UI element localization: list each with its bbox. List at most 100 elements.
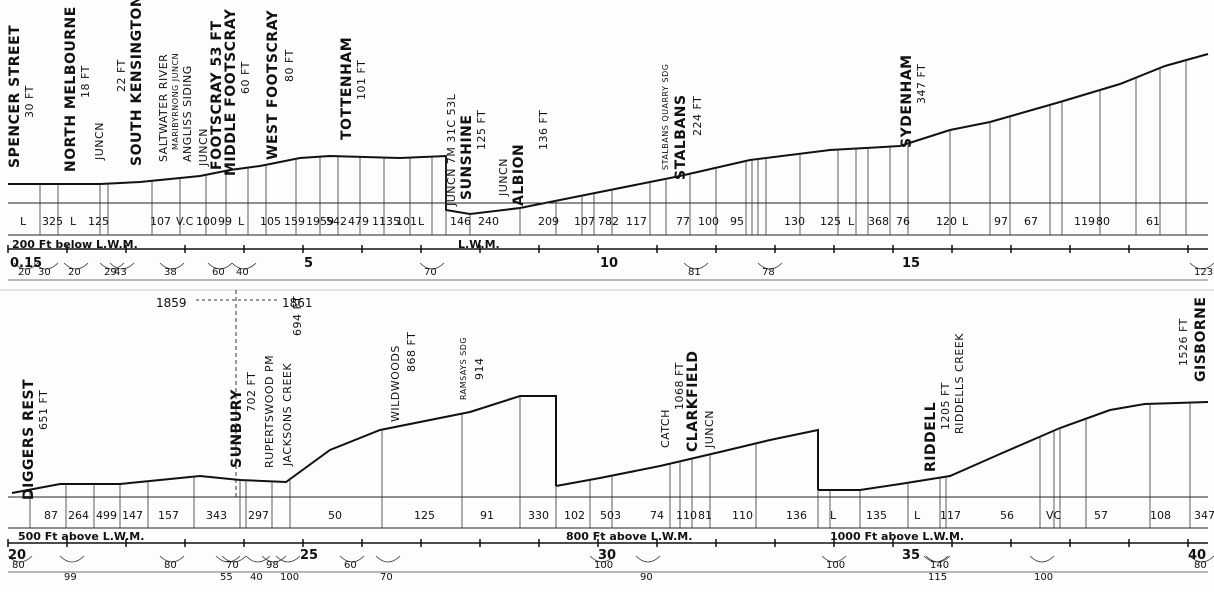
bottom-profile-line [818, 401, 1209, 491]
bottom-curve-arc [1029, 555, 1055, 563]
datum-800: 800 Ft above L.W.M. [566, 530, 693, 543]
mile-20: 20 [8, 548, 27, 563]
top-curve-label: 38 [164, 267, 177, 278]
top-gradient-label: 130 [784, 215, 805, 228]
top-gradient-label: 76 [896, 215, 910, 228]
top-gradient-label: 77 [676, 215, 690, 228]
elev-south-kensington: 22 FT [115, 59, 128, 92]
bottom-curve-label: 55 [220, 572, 233, 583]
elev-ramsays: 914 [473, 357, 486, 381]
top-gradient-label: 107 [150, 215, 171, 228]
bottom-gradient-label: 110 [676, 509, 697, 522]
bottom-gradient-label: 503 [600, 509, 621, 522]
bottom-curve-arc [375, 555, 401, 563]
bottom-curve-arc [589, 555, 615, 563]
station-riddell: RIDDELL [923, 401, 939, 472]
bottom-gradient-label: 347 [1194, 509, 1214, 522]
top-curve-arc [109, 262, 135, 270]
elev-spencer-street: 30 FT [23, 85, 36, 118]
bottom-curve-label: 80 [12, 560, 25, 571]
top-gradient-label: 100 [698, 215, 719, 228]
top-curve-arc [757, 262, 783, 270]
station-tottenham: TOTTENHAM [339, 36, 355, 140]
label-stalbans-quarry: STALBANS QUARRY SDG [661, 63, 670, 170]
label-junction-3: JUNCN [497, 158, 510, 196]
bottom-curve-arc [1189, 555, 1214, 563]
top-curve-arc [99, 262, 125, 270]
top-gradient-label: L [20, 215, 27, 228]
bottom-gradient-label: 135 [866, 509, 887, 522]
bottom-gradient-label: 264 [68, 509, 89, 522]
top-curve-label: 20 [68, 267, 81, 278]
label-junction-2: JUNCN [197, 128, 210, 166]
top-curve-arc [231, 262, 257, 270]
top-gradient-label: 479 [348, 215, 369, 228]
elev-albion: 136 FT [537, 109, 550, 150]
station-diggers-rest: DIGGERS REST [21, 378, 37, 500]
top-gradient-label: 105 [260, 215, 281, 228]
bottom-gradient-label: 102 [564, 509, 585, 522]
bottom-curve-arc [221, 555, 247, 563]
station-clarkfield: CLARKFIELD [685, 350, 701, 452]
bottom-gradient-label: 87 [44, 509, 58, 522]
bottom-curve-arc [159, 555, 185, 563]
mile-10: 10 [600, 256, 619, 271]
station-wildwoods: WILDWOODS [389, 345, 402, 422]
top-gradient-label: 368 [868, 215, 889, 228]
top-curve-label: 78 [762, 267, 775, 278]
bottom-gradient-label: L [830, 509, 837, 522]
bottom-curve-label: 115 [928, 572, 947, 583]
bottom-curve-label: 100 [594, 560, 613, 571]
elev-catch: 1068 FT [673, 362, 686, 410]
bottom-curve-label: 70 [380, 572, 393, 583]
label-catch: CATCH [659, 409, 672, 448]
bottom-curve-label: 100 [826, 560, 845, 571]
bottom-gradient-label: 110 [732, 509, 753, 522]
bottom-curve-arc [261, 555, 287, 563]
elev-riddell: 1205 FT [939, 382, 952, 430]
top-gradient-label: 80 [1096, 215, 1110, 228]
top-gradient-label: L [238, 215, 245, 228]
bottom-gradient-label: 91 [480, 509, 494, 522]
bottom-gradient-label: 50 [328, 509, 342, 522]
top-gradient-label: 117 [626, 215, 647, 228]
elev-tottenham: 101 FT [355, 59, 368, 100]
label-ramsays-siding: RAMSAYS SDG [459, 336, 468, 400]
top-curve-label: 60 [212, 267, 225, 278]
datum-top: 200 Ft below L.W.M. [12, 238, 138, 251]
bottom-curve-label: 99 [64, 572, 77, 583]
label-maribyrnong-junction: MARIBYRNONG JUNCN [171, 52, 180, 150]
bottom-profile-line [555, 428, 819, 490]
label-angliss-siding: ANGLISS SIDING [181, 65, 194, 162]
station-stalbans: STALBANS [673, 94, 689, 180]
bottom-curve-arc [821, 555, 847, 563]
bottom-curve-label: 100 [280, 572, 299, 583]
top-gradient-label: V.C [176, 215, 194, 228]
bottom-gradient-label: 108 [1150, 509, 1171, 522]
top-gradient-label: 159 [284, 215, 305, 228]
year-1859: 1859 [156, 296, 187, 310]
top-curve-arc [207, 262, 233, 270]
top-curve-label: 70 [424, 267, 437, 278]
label-junction-1: JUNCN [93, 122, 106, 160]
station-north-melbourne: NORTH MELBOURNE [63, 6, 79, 172]
bottom-curve-label: 80 [164, 560, 177, 571]
top-curve-arc [159, 262, 185, 270]
elev-stalbans: 224 FT [691, 95, 704, 136]
elev-sunshine: 125 FT [475, 109, 488, 150]
top-gradient-label: 107 [574, 215, 595, 228]
station-sunshine: SUNSHINE [459, 114, 475, 200]
bottom-gradient-label: 330 [528, 509, 549, 522]
top-gradient-label: 101 [396, 215, 417, 228]
label-jacksons-creek: JACKSONS CREEK [281, 362, 294, 466]
bottom-gradient-label: 136 [786, 509, 807, 522]
station-sydenham: SYDENHAM [899, 54, 915, 148]
top-gradient-label: 782 [598, 215, 619, 228]
bottom-curve-arc [7, 555, 33, 563]
station-south-kensington: SOUTH KENSINGTON [129, 0, 145, 166]
mile-30: 30 [598, 548, 617, 563]
mile-40: 40 [1188, 548, 1207, 563]
top-gradient-label: 67 [1024, 215, 1038, 228]
top-curve-arc [683, 262, 709, 270]
